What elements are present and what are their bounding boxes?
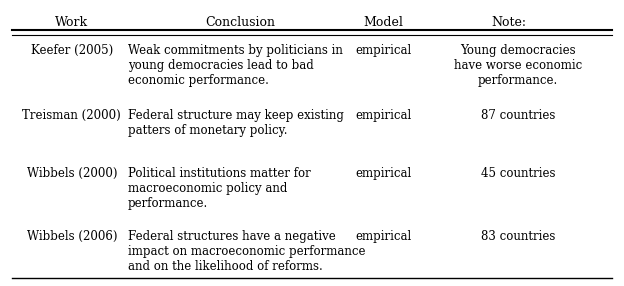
Text: Keefer (2005): Keefer (2005)	[31, 44, 113, 57]
Text: Note:: Note:	[491, 16, 526, 29]
Text: empirical: empirical	[356, 109, 412, 122]
Text: Weak commitments by politicians in
young democracies lead to bad
economic perfor: Weak commitments by politicians in young…	[128, 44, 343, 87]
Text: Conclusion: Conclusion	[205, 16, 275, 29]
Text: empirical: empirical	[356, 167, 412, 180]
Text: Federal structures have a negative
impact on macroeconomic performance
and on th: Federal structures have a negative impac…	[128, 230, 366, 273]
Text: Work: Work	[55, 16, 89, 29]
Text: empirical: empirical	[356, 44, 412, 57]
Text: 87 countries: 87 countries	[480, 109, 555, 122]
Text: Federal structure may keep existing
patters of monetary policy.: Federal structure may keep existing patt…	[128, 109, 344, 137]
Text: Political institutions matter for
macroeconomic policy and
performance.: Political institutions matter for macroe…	[128, 167, 311, 210]
Text: Treisman (2000): Treisman (2000)	[22, 109, 121, 122]
Text: Young democracies
have worse economic
performance.: Young democracies have worse economic pe…	[454, 44, 582, 87]
Text: Model: Model	[364, 16, 404, 29]
Text: Wibbels (2006): Wibbels (2006)	[26, 230, 117, 243]
Text: 45 countries: 45 countries	[480, 167, 555, 180]
Text: empirical: empirical	[356, 230, 412, 243]
Text: 83 countries: 83 countries	[480, 230, 555, 243]
Text: Wibbels (2000): Wibbels (2000)	[26, 167, 117, 180]
